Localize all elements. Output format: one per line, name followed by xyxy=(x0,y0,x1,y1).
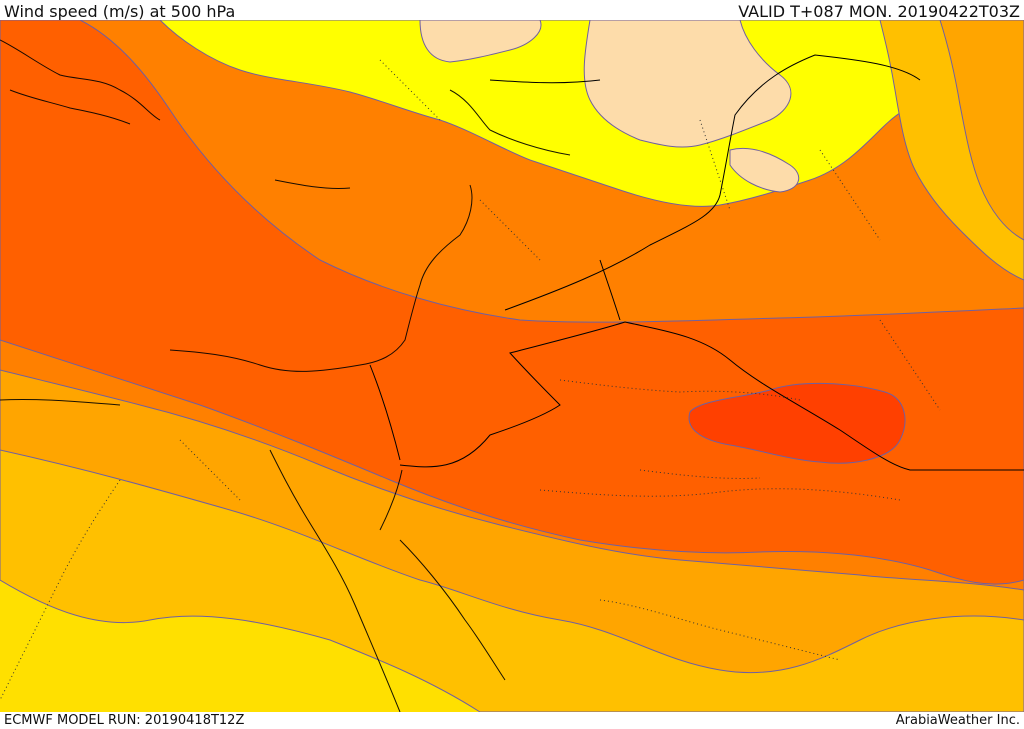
credit-label: ArabiaWeather Inc. xyxy=(895,713,1020,728)
header-bar: Wind speed (m/s) at 500 hPa VALID T+087 … xyxy=(0,0,1024,21)
band-lightest xyxy=(583,20,792,148)
band-peak xyxy=(688,382,906,464)
band-lightest-3 xyxy=(729,147,800,193)
map-viewport[interactable] xyxy=(0,20,1024,712)
country-borders xyxy=(369,54,1024,471)
footer-bar: ECMWF MODEL RUN: 20190418T12Z ArabiaWeat… xyxy=(0,712,1024,729)
coastlines xyxy=(0,39,571,712)
band-orange-east xyxy=(939,20,1024,241)
model-run-label: ECMWF MODEL RUN: 20190418T12Z xyxy=(4,713,245,728)
map-title: Wind speed (m/s) at 500 hPa xyxy=(4,2,236,21)
band-lightest-2 xyxy=(419,20,542,63)
valid-time-label: VALID T+087 MON. 20190422T03Z xyxy=(738,2,1020,21)
wind-speed-map xyxy=(0,20,1024,712)
province-boundaries xyxy=(0,59,941,701)
